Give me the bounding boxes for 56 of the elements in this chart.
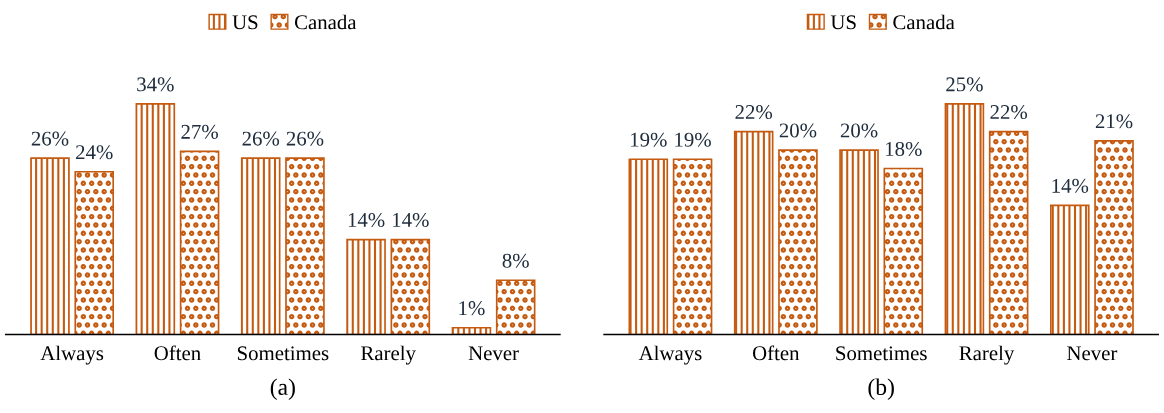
bar	[1094, 139, 1134, 335]
data-label: 20%	[840, 123, 878, 138]
data-label: 22%	[735, 104, 773, 120]
x-axis-title: (a)	[270, 378, 295, 400]
data-label: 19%	[675, 132, 711, 147]
data-label: 18%	[886, 141, 922, 157]
bar	[451, 326, 492, 335]
bar	[495, 279, 536, 335]
x-tick-label: Rarely	[361, 345, 416, 365]
legend-label: US	[232, 15, 258, 30]
x-tick-label: Sometimes	[237, 346, 329, 361]
data-label: 21%	[1095, 114, 1133, 129]
data-label: 27%	[181, 124, 218, 139]
bar	[240, 157, 281, 335]
bar	[628, 158, 669, 335]
bar	[74, 170, 115, 335]
bar	[179, 150, 220, 335]
bar	[778, 149, 818, 335]
x-axis-title: (b)	[868, 378, 894, 400]
data-label: 24%	[76, 145, 113, 160]
legend-label: Canada	[294, 14, 357, 30]
data-label: 14%	[393, 212, 429, 228]
data-label: 19%	[631, 132, 667, 147]
x-tick-label: Always	[638, 345, 702, 365]
data-label: 14%	[1052, 178, 1089, 193]
bar	[30, 157, 70, 335]
bar	[883, 167, 924, 335]
data-label: 20%	[779, 123, 817, 138]
bar	[135, 103, 176, 335]
bar	[839, 149, 879, 335]
data-label: 22%	[990, 104, 1028, 120]
data-label: 8%	[502, 253, 529, 268]
bar	[944, 103, 985, 335]
bar	[390, 238, 431, 335]
data-label: 26%	[31, 131, 69, 146]
bar	[672, 158, 713, 335]
data-label: 34%	[137, 77, 174, 92]
bar	[285, 157, 325, 335]
x-tick-label: Rarely	[959, 345, 1015, 365]
bar	[733, 130, 774, 335]
x-tick-label: Often	[752, 345, 800, 361]
legend-label: US	[830, 15, 856, 30]
x-tick-label: Never	[1067, 346, 1118, 361]
x-tick-label: Often	[154, 345, 201, 361]
data-label: 25%	[946, 77, 983, 92]
data-label: 26%	[286, 131, 324, 146]
data-label: 1%	[459, 301, 485, 316]
data-label: 14%	[348, 212, 385, 228]
data-label: 26%	[242, 131, 280, 146]
bar	[346, 238, 386, 335]
x-tick-label: Sometimes	[836, 346, 927, 361]
legend-label: Canada	[893, 14, 955, 30]
x-tick-label: Never	[468, 346, 519, 361]
bar	[988, 130, 1029, 335]
bar	[1049, 204, 1090, 335]
x-tick-label: Always	[40, 345, 104, 365]
